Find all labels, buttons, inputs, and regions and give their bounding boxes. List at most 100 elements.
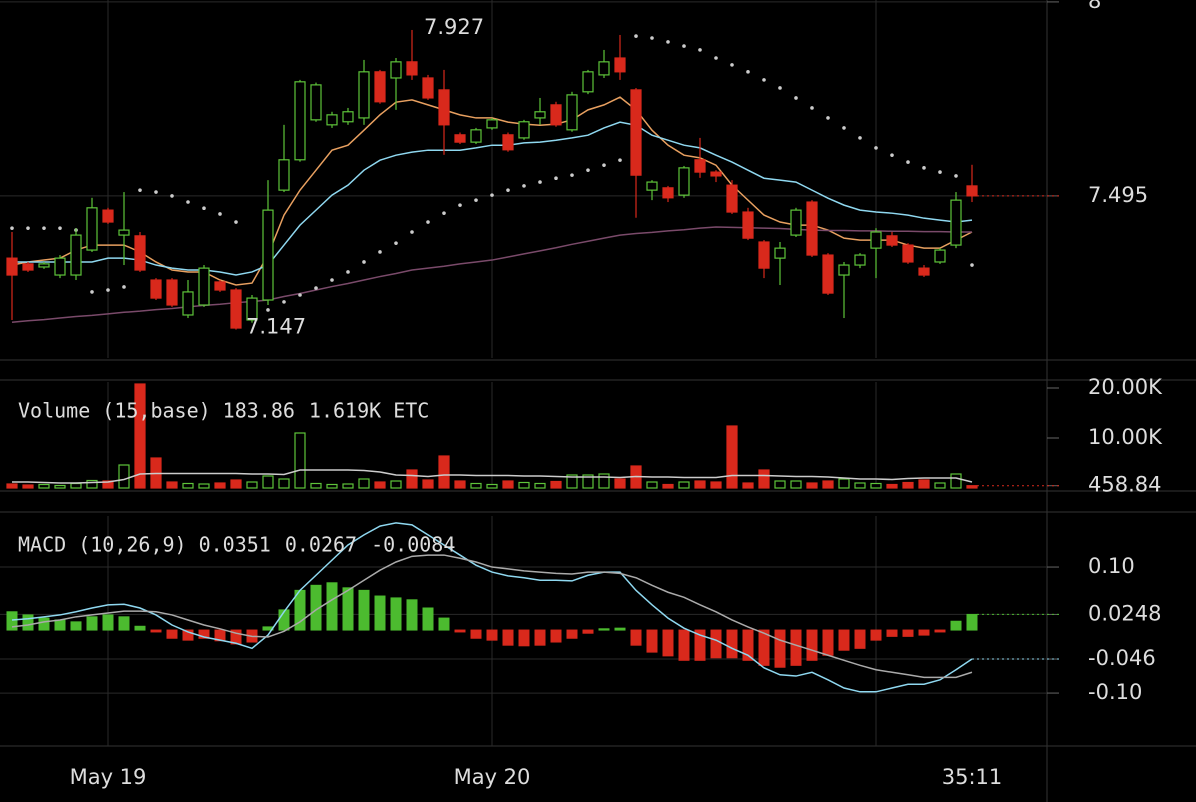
legend-value: 1.619K ETC (309, 399, 429, 423)
macd-histogram-bar (838, 629, 850, 651)
candle-body (166, 279, 178, 306)
volume-bar (758, 469, 770, 489)
volume-bar (694, 480, 706, 489)
volume-bar (262, 475, 274, 489)
sar-dot (570, 173, 574, 177)
sar-dot (314, 286, 318, 290)
macd-histogram-bar (790, 629, 802, 666)
y-tick-label: 20.00K (1088, 375, 1163, 399)
sar-dot (26, 226, 30, 230)
macd-histogram-bar (326, 582, 338, 631)
candle-body (262, 209, 274, 301)
sar-dot (778, 86, 782, 90)
volume-bar (566, 474, 578, 489)
volume-bar (614, 478, 626, 489)
macd-histogram-bar (726, 629, 738, 659)
macd-histogram-bar (358, 589, 370, 631)
macd-histogram-bar (470, 629, 482, 639)
volume-bar (918, 479, 930, 489)
macd-histogram-bar (54, 619, 66, 631)
macd-line (11, 522, 973, 693)
volume-bar (822, 480, 834, 489)
volume-bar (246, 481, 258, 489)
macd-histogram-bar (374, 595, 386, 631)
macd-histogram-bar (582, 629, 594, 634)
candle-body (486, 119, 498, 129)
sar-dot (746, 70, 750, 74)
x-tick-label: 35:11 (942, 765, 1003, 789)
macd-histogram-bar (198, 629, 210, 639)
y-tick-label: 10.00K (1088, 425, 1163, 449)
sar-dot (346, 270, 350, 274)
macd-histogram-bar (630, 629, 642, 646)
sar-dot (266, 308, 270, 312)
volume-bar (70, 482, 82, 489)
candle-body (790, 209, 802, 236)
candle-body (934, 249, 946, 263)
macd-histogram-bar (502, 629, 514, 646)
candle-body (966, 185, 978, 197)
volume-bar (678, 481, 690, 489)
sar-dot (458, 203, 462, 207)
candle-body (214, 281, 226, 291)
sar-dot (90, 290, 94, 294)
candle-body (678, 167, 690, 196)
sar-dot (106, 288, 110, 292)
sar-dot (650, 36, 654, 40)
sar-dot (426, 220, 430, 224)
volume-bar (550, 480, 562, 489)
candle-body (22, 263, 34, 271)
macd-histogram-bar (38, 617, 50, 631)
candle-body (742, 211, 754, 239)
sar-dot (442, 211, 446, 215)
volume-bar (422, 479, 434, 489)
volume-bar (806, 482, 818, 489)
sar-dot (714, 56, 718, 60)
candle-body (870, 231, 882, 249)
volume-bar (582, 474, 594, 489)
volume-bar (598, 473, 610, 489)
volume-bar (646, 481, 658, 489)
macd-histogram-bar (550, 629, 562, 643)
macd-histogram-bar (742, 629, 754, 661)
volume-bar (838, 478, 850, 489)
macd-histogram-bar (438, 617, 450, 631)
legend-value: 0.0351 (199, 533, 271, 557)
candle-body (118, 229, 130, 236)
macd-histogram-bar (118, 616, 130, 631)
macd-histogram-bar (86, 616, 98, 631)
candle-body (598, 61, 610, 76)
macd-histogram-bar (6, 611, 18, 631)
sar-dot (698, 48, 702, 52)
macd-histogram-bar (534, 629, 546, 646)
sar-dot (970, 263, 974, 267)
macd-histogram-bar (854, 629, 866, 649)
legend-value: 0.0267 (285, 533, 357, 557)
macd-histogram-bar (902, 629, 914, 637)
macd-histogram-bar (406, 599, 418, 631)
sar-dot (810, 106, 814, 110)
volume-bar (470, 482, 482, 489)
sar-dot (410, 230, 414, 234)
candle-body (694, 159, 706, 173)
macd-histogram-bar (102, 614, 114, 631)
candle-body (358, 71, 370, 119)
volume-bar (726, 425, 738, 489)
sar-dot (234, 220, 238, 224)
macd-histogram-bar (182, 629, 194, 641)
volume-bar (790, 480, 802, 489)
volume-bar (502, 480, 514, 489)
sar-dot (666, 40, 670, 44)
macd-histogram-bar (934, 629, 946, 633)
sar-dot (362, 260, 366, 264)
candle-body (902, 244, 914, 263)
candle-body (54, 257, 66, 276)
x-tick-label: May 20 (454, 765, 531, 789)
candle-body (646, 181, 658, 191)
macd-histogram-bar (694, 629, 706, 661)
macd-histogram-bar (310, 584, 322, 631)
macd-histogram-bar (518, 629, 530, 647)
legend-label: Volume (15,base) (18, 399, 211, 423)
candle-body (838, 264, 850, 276)
volume-bar (902, 481, 914, 489)
